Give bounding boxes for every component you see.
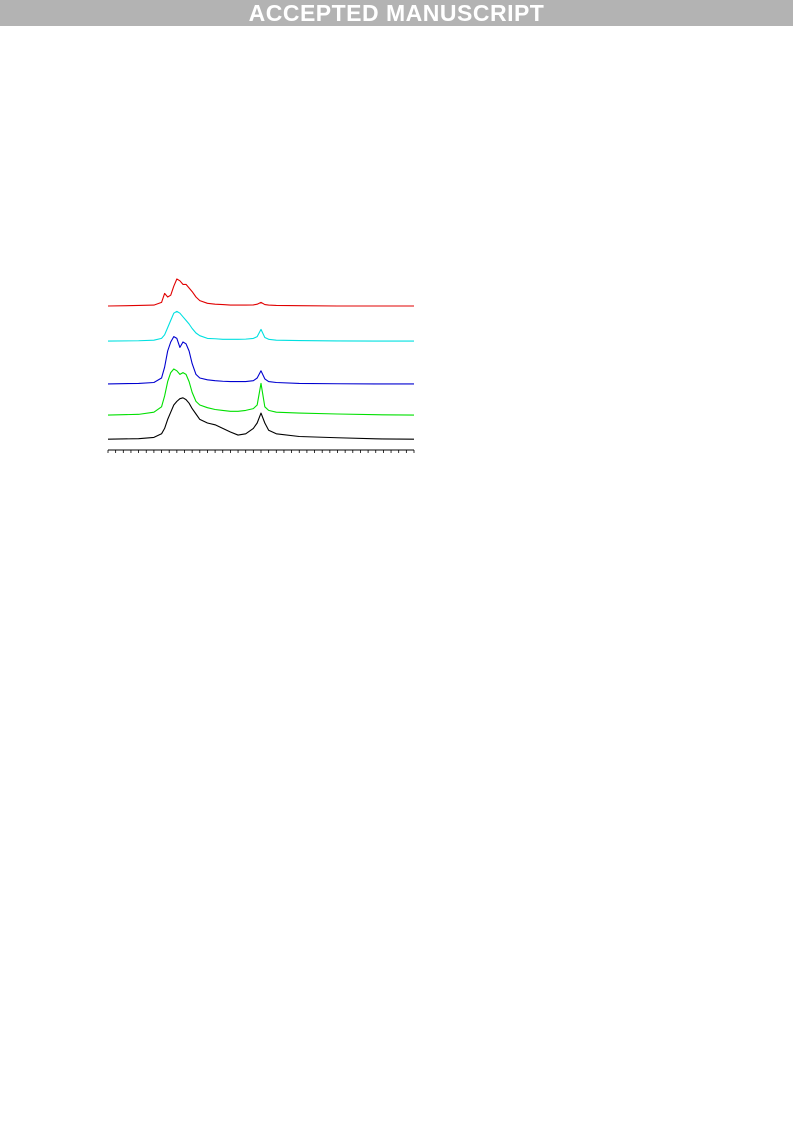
banner: ACCEPTED MANUSCRIPT [0,0,793,26]
spectrum-line [107,310,414,342]
spectrum-line [107,397,415,440]
spectrum-line [107,336,414,385]
spectrum-line [107,278,414,307]
spectrum-line [107,368,415,416]
